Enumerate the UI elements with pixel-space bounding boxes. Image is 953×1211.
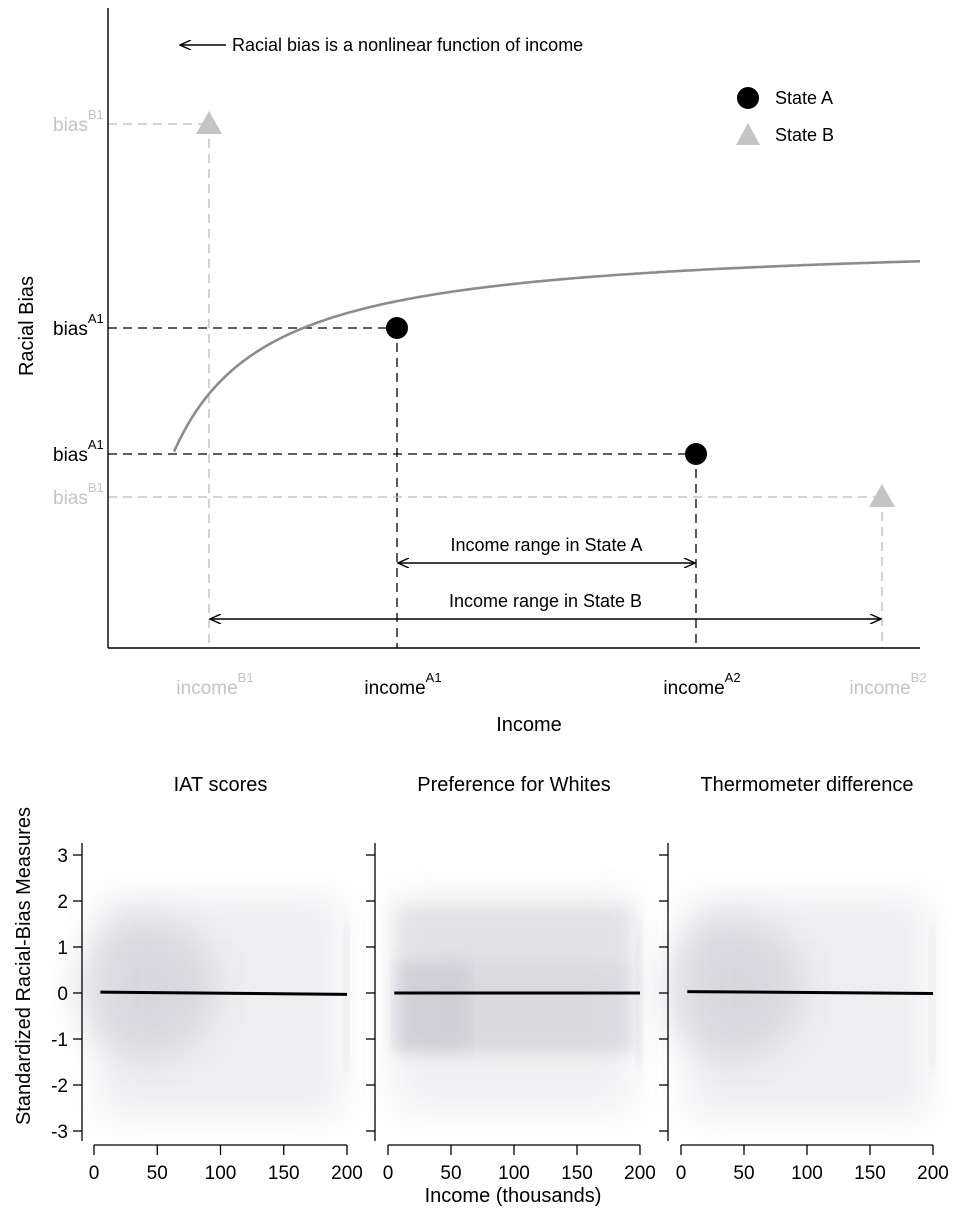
curve-annotation: Racial bias is a nonlinear function of i… xyxy=(180,35,583,55)
density-cloud-1 xyxy=(74,896,350,1118)
x-tick-label: 100 xyxy=(498,1163,530,1184)
legend: State A State B xyxy=(736,87,834,145)
scatter-panels: -3 -2 -1 0 1 2 3 0 50 100 150 200 IAT scores 0 50 100 15… xyxy=(51,774,949,1184)
conceptual-chart: Income range in State A Income range in S… xyxy=(16,8,927,736)
x-tick-label: 50 xyxy=(147,1163,168,1184)
point-state-b-3 xyxy=(869,484,895,507)
panel-2-title: Preference for Whites xyxy=(417,774,610,796)
panel-3: 0 50 100 150 200 Thermometer difference xyxy=(659,774,949,1184)
bias-income-curve xyxy=(172,260,920,453)
income-ranges: Income range in State A Income range in S… xyxy=(210,535,881,619)
top-axes xyxy=(107,8,920,649)
bottom-y-axis-title: Standardized Racial-Bias Measures xyxy=(13,807,35,1125)
density-cloud-3 xyxy=(661,896,936,1118)
y-tick-label: -2 xyxy=(51,1076,68,1097)
x-tick-label: 100 xyxy=(205,1163,237,1184)
y-tick-labels: biasB1 biasA1 biasA1 biasB1 xyxy=(53,107,104,509)
data-points xyxy=(196,111,895,507)
x-tick-label: 100 xyxy=(791,1163,823,1184)
x-tick-label: 150 xyxy=(268,1163,300,1184)
y-tick-label-4: biasB1 xyxy=(53,480,104,509)
point-state-b-0 xyxy=(196,111,222,134)
panel-3-fit-line xyxy=(687,990,934,995)
y-tick-label-2: biasA1 xyxy=(53,311,104,340)
x-tick-label: 150 xyxy=(561,1163,593,1184)
x-tick-label-2: incomeA1 xyxy=(364,670,441,699)
y-tick-label-1: biasB1 xyxy=(53,107,104,136)
x-tick-label: 200 xyxy=(331,1163,363,1184)
y-tick-label: -1 xyxy=(51,1030,68,1051)
x-tick-labels: incomeB1 incomeA1 incomeA2 incomeB2 xyxy=(176,670,926,699)
panel-1-fit-line xyxy=(100,990,348,996)
bottom-x-axis-title: Income (thousands) xyxy=(425,1185,602,1207)
x-tick-label-1: incomeB1 xyxy=(176,670,253,699)
panel-3-title: Thermometer difference xyxy=(700,774,913,796)
x-tick-label: 150 xyxy=(854,1163,886,1184)
y-tick-label: -3 xyxy=(51,1122,68,1143)
y-tick-label: 3 xyxy=(57,846,68,867)
y-tick-label: 1 xyxy=(57,938,68,959)
x-tick-label: 0 xyxy=(676,1163,687,1184)
x-tick-label: 50 xyxy=(733,1163,754,1184)
y-tick-label: 0 xyxy=(57,984,68,1005)
range-label-state-b: Income range in State B xyxy=(449,591,642,611)
legend-label-state-a: State A xyxy=(775,88,833,108)
point-state-a-2 xyxy=(685,443,707,465)
x-tick-label: 0 xyxy=(383,1163,394,1184)
y-tick-label-3: biasA1 xyxy=(53,437,104,466)
panel-2: 0 50 100 150 200 Preference for Whites xyxy=(366,774,656,1184)
legend-marker-state-a xyxy=(737,87,759,109)
panel-1-title: IAT scores xyxy=(174,774,268,796)
y-tick-label: 2 xyxy=(57,892,68,913)
curve-annotation-text: Racial bias is a nonlinear function of i… xyxy=(232,35,583,55)
legend-label-state-b: State B xyxy=(775,125,834,145)
x-tick-label-4: incomeB2 xyxy=(849,670,926,699)
range-label-state-a: Income range in State A xyxy=(450,535,642,555)
top-y-axis-title: Racial Bias xyxy=(16,276,38,376)
density-cloud-2 xyxy=(394,891,643,1113)
guide-lines xyxy=(108,123,883,648)
top-x-axis-title: Income xyxy=(496,714,562,736)
x-tick-label-3: incomeA2 xyxy=(663,670,740,699)
panel-1: -3 -2 -1 0 1 2 3 0 50 100 150 200 IAT scores xyxy=(51,774,363,1184)
x-tick-label: 200 xyxy=(917,1163,949,1184)
legend-marker-state-b xyxy=(736,123,760,145)
x-tick-label: 0 xyxy=(89,1163,100,1184)
x-tick-label: 50 xyxy=(440,1163,461,1184)
x-tick-label: 200 xyxy=(624,1163,656,1184)
point-state-a-1 xyxy=(386,317,408,339)
